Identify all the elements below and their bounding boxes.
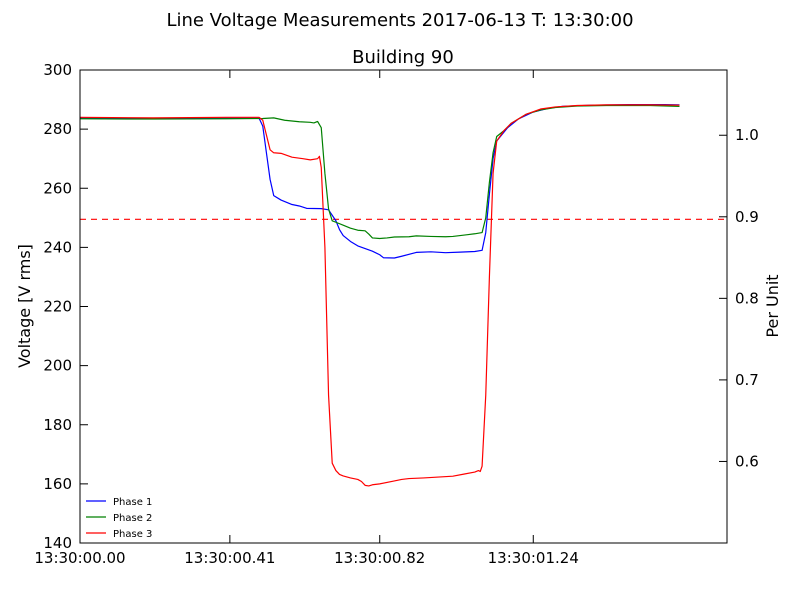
x-tick-label: 13:30:01.24 [488, 549, 579, 567]
x-tick-label: 13:30:00.41 [184, 549, 275, 567]
y2-tick-label: 0.8 [735, 289, 759, 307]
series-line-phase-2 [79, 104, 680, 240]
plot-area [79, 103, 727, 487]
y2-tick-label: 0.9 [735, 208, 759, 226]
y-tick-label: 260 [43, 179, 72, 197]
series-line-phase-3 [79, 104, 680, 487]
chart-subtitle: Building 90 [352, 47, 454, 68]
y2-tick-label: 0.6 [735, 452, 759, 470]
y-tick-label: 200 [43, 357, 72, 375]
y-tick-label: 140 [43, 534, 72, 552]
x-tick-label: 13:30:00.82 [334, 549, 425, 567]
y-tick-label: 240 [43, 238, 72, 256]
legend-label: Phase 2 [113, 513, 152, 524]
chart-title: Line Voltage Measurements 2017-06-13 T: … [166, 10, 633, 31]
axes: 13:30:00.00 13:30:00.41 13:30:00.82 13:30:0… [34, 61, 758, 567]
legend: Phase 1 Phase 2 Phase 3 [86, 497, 152, 540]
y-tick-label: 280 [43, 120, 72, 138]
y-axis-label: Voltage [V rms] [15, 244, 34, 368]
y2-tick-label: 0.7 [735, 371, 759, 389]
legend-label: Phase 3 [113, 529, 152, 540]
y-tick-label: 160 [43, 475, 72, 493]
y2-axis-label: Per Unit [763, 274, 782, 337]
series-line-phase-1 [79, 103, 680, 259]
y-tick-label: 300 [43, 61, 72, 79]
y2-tick-label: 1.0 [735, 126, 759, 144]
plot-frame [79, 69, 728, 544]
legend-label: Phase 1 [113, 497, 152, 508]
y-tick-label: 220 [43, 298, 72, 316]
x-tick-label: 13:30:00.00 [34, 549, 125, 567]
y-tick-label: 180 [43, 416, 72, 434]
